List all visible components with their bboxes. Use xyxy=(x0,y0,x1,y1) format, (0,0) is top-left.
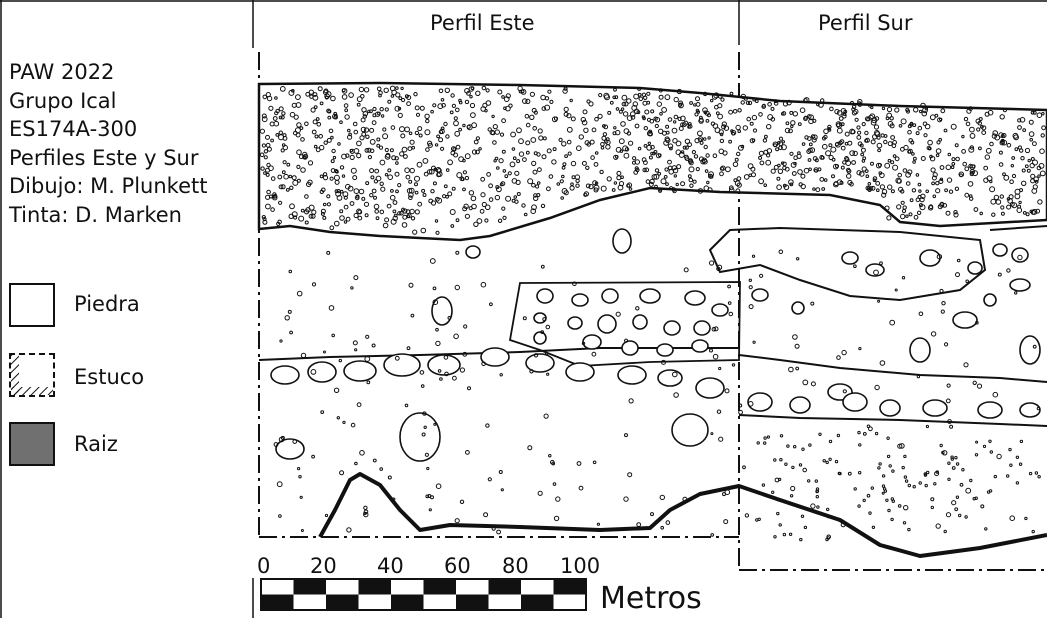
inker-line: Tinta: D. Marken xyxy=(9,202,182,227)
legend-swatch-raiz xyxy=(9,422,55,466)
scale-tick-0: 0 xyxy=(257,554,271,578)
title-east-profile: Perfil Este xyxy=(430,11,535,35)
project-line: PAW 2022 xyxy=(9,60,115,84)
drawing-info: PAW 2022 Grupo Ical ES174A-300 Perfiles … xyxy=(9,58,207,229)
scale-tick-20: 20 xyxy=(310,554,337,578)
profiles-line: Perfiles Este y Sur xyxy=(9,145,199,170)
scatter-pebbles xyxy=(273,249,1041,542)
unit-line: ES174A-300 xyxy=(9,117,138,141)
drawer-line: Dibujo: M. Plunkett xyxy=(9,174,208,198)
scale-bar xyxy=(260,578,587,611)
stone-outlines xyxy=(270,228,1041,462)
legend-label-estuco: Estuco xyxy=(74,365,145,389)
gravel-texture xyxy=(259,85,1046,235)
stucco-block xyxy=(508,281,741,367)
scale-tick-80: 80 xyxy=(502,554,529,578)
scale-tick-40: 40 xyxy=(377,554,404,578)
legend-label-raiz: Raiz xyxy=(74,432,118,456)
legend-swatch-piedra xyxy=(9,283,55,327)
scale-tick-60: 60 xyxy=(444,554,471,578)
bedrock-line xyxy=(318,472,1047,558)
scale-tick-100: 100 xyxy=(560,554,601,578)
gravel-layer xyxy=(257,81,1047,242)
title-south-profile: Perfil Sur xyxy=(818,11,913,35)
legend-swatch-estuco xyxy=(9,353,55,397)
legend-label-piedra: Piedra xyxy=(74,292,140,316)
group-line: Grupo Ical xyxy=(9,88,117,113)
scale-unit: Metros xyxy=(600,581,702,616)
